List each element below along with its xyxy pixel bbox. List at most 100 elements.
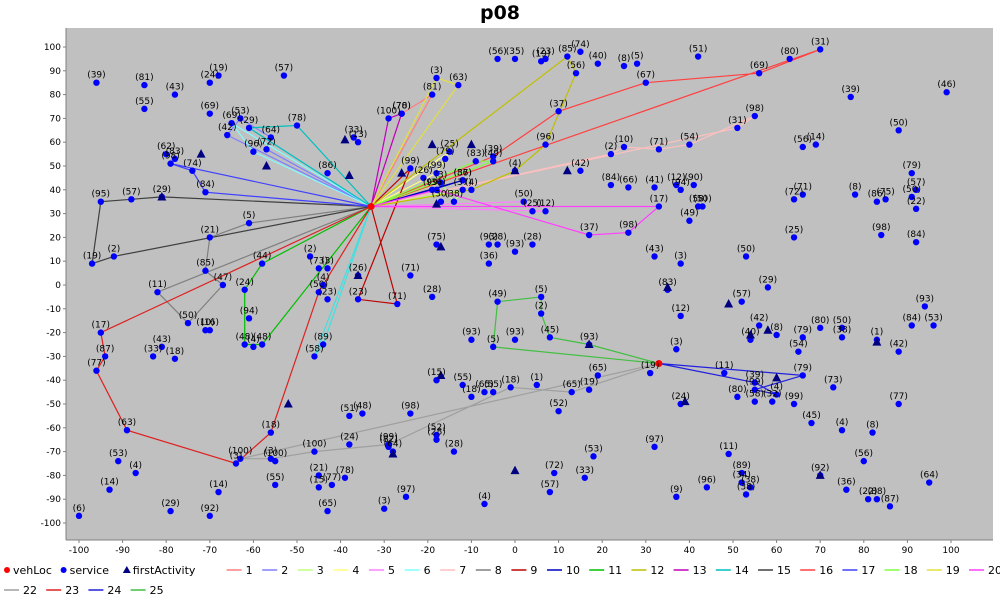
service-point xyxy=(154,288,161,296)
service-label: (56) xyxy=(794,135,812,145)
service-label: (55) xyxy=(453,373,471,383)
service-label: (37) xyxy=(549,99,567,109)
service-point xyxy=(437,179,445,186)
service-label: (14) xyxy=(209,480,227,490)
service-label: (50) xyxy=(179,311,197,321)
service-point xyxy=(882,196,889,203)
service-label: (98) xyxy=(401,402,419,412)
first-activity-marker xyxy=(663,282,673,291)
service-point xyxy=(864,496,872,503)
service-point xyxy=(725,450,732,458)
service-label: (19) xyxy=(209,64,227,74)
service-label: (93) xyxy=(506,328,524,338)
service-point xyxy=(381,505,388,512)
service-point xyxy=(930,322,937,329)
service-label: (83) xyxy=(467,149,485,159)
service-label: (49) xyxy=(488,290,506,300)
service-point xyxy=(838,426,846,434)
service-label: (19) xyxy=(641,361,659,371)
service-point xyxy=(446,148,453,155)
legend-label-1: 1 xyxy=(246,564,253,577)
y-tick-label: 50 xyxy=(50,162,62,172)
service-point xyxy=(577,167,584,174)
vehicle-location xyxy=(655,360,663,368)
service-point xyxy=(232,460,240,467)
service-point xyxy=(206,110,213,117)
service-label: (38) xyxy=(833,325,851,335)
service-point xyxy=(215,488,222,496)
service-point xyxy=(838,324,846,332)
service-label: (19) xyxy=(83,252,101,262)
service-label: (56) xyxy=(567,61,585,71)
legend-swatch-vehLoc xyxy=(4,567,10,573)
service-label: (4) xyxy=(317,273,330,283)
service-point xyxy=(738,298,745,305)
service-point xyxy=(860,457,867,465)
service-point xyxy=(843,486,850,493)
service-point xyxy=(184,319,192,327)
service-point xyxy=(433,436,440,443)
service-point xyxy=(459,177,466,184)
service-label: (31) xyxy=(811,37,829,47)
service-point xyxy=(755,69,763,77)
service-label: (50) xyxy=(833,316,851,326)
service-point xyxy=(537,293,545,301)
service-point xyxy=(341,474,349,481)
service-label: (75) xyxy=(876,187,894,197)
service-point xyxy=(407,410,414,417)
service-point xyxy=(873,496,881,503)
service-point xyxy=(677,186,684,193)
service-label: (28) xyxy=(445,440,463,450)
route-line-19 xyxy=(370,77,460,207)
service-label: (55) xyxy=(266,473,284,483)
x-tick-label: -40 xyxy=(333,546,348,556)
service-point xyxy=(895,348,902,355)
service-label: (54) xyxy=(680,133,698,143)
legend-label-vehLoc: vehLoc xyxy=(13,564,52,577)
service-label: (71) xyxy=(388,292,406,302)
x-tick-label: 20 xyxy=(596,546,608,556)
service-point xyxy=(926,479,933,486)
service-label: (100) xyxy=(263,449,287,459)
service-label: (38) xyxy=(737,482,755,492)
service-point xyxy=(533,381,540,389)
service-point xyxy=(564,53,571,60)
service-label: (30) xyxy=(432,190,450,200)
service-label: (46) xyxy=(937,80,955,90)
service-label: (84) xyxy=(907,230,925,240)
legend-label-14: 14 xyxy=(735,564,749,577)
service-label: (89) xyxy=(732,461,750,471)
first-activity-marker xyxy=(724,299,734,308)
service-point xyxy=(830,384,837,391)
service-point xyxy=(490,388,497,396)
service-point xyxy=(245,219,253,227)
service-label: (50) xyxy=(310,280,328,290)
service-label: (93) xyxy=(580,333,598,343)
service-label: (83) xyxy=(166,147,184,157)
service-label: (77) xyxy=(87,359,105,369)
service-point xyxy=(655,146,663,153)
service-point xyxy=(577,48,584,55)
service-point xyxy=(817,46,824,53)
service-label: (8) xyxy=(618,54,631,64)
service-label: (37) xyxy=(453,178,471,188)
service-label: (33) xyxy=(576,466,594,476)
service-label: (3) xyxy=(378,497,391,507)
first-activity-marker xyxy=(510,165,520,175)
service-point xyxy=(551,469,558,477)
service-label: (51) xyxy=(340,404,358,414)
service-label: (4) xyxy=(509,159,522,169)
first-activity-marker xyxy=(466,139,476,149)
service-point xyxy=(468,336,475,343)
service-label: (50) xyxy=(889,118,907,128)
service-label: (8) xyxy=(866,421,879,431)
service-label: (52) xyxy=(427,423,445,433)
service-point xyxy=(625,229,632,236)
legend: vehLoc service firstActivity 1 2 3 4 5 6 7 8 9 10 11 1… xyxy=(0,563,1000,600)
service-label: (97) xyxy=(645,435,663,445)
service-label: (21) xyxy=(310,463,328,473)
service-point xyxy=(912,238,920,246)
legend-label-25: 25 xyxy=(150,584,164,597)
service-label: (10) xyxy=(615,135,633,145)
service-point xyxy=(306,253,314,260)
